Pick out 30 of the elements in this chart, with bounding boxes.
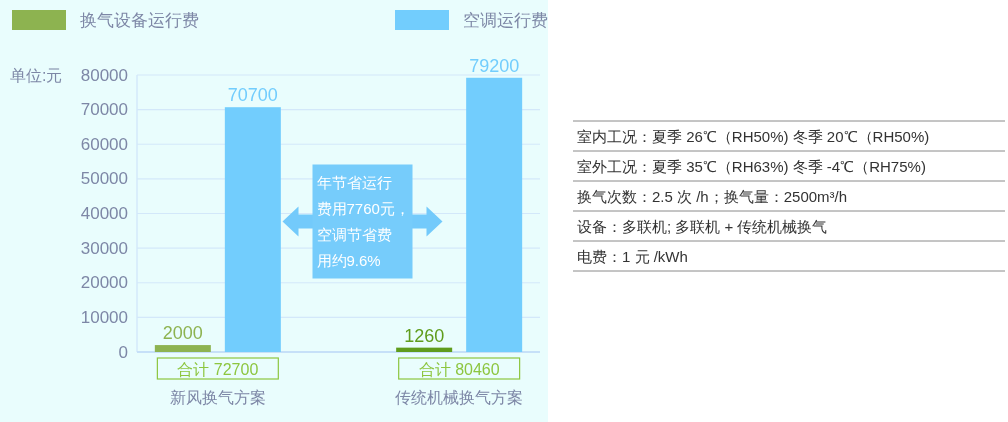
y-tick-label: 60000 xyxy=(80,134,128,154)
bar xyxy=(224,107,281,352)
y-tick-label: 20000 xyxy=(80,273,128,293)
y-tick-label: 80000 xyxy=(80,65,128,85)
data-label: 1260 xyxy=(404,325,445,346)
data-label: 79200 xyxy=(469,55,520,76)
bar xyxy=(466,77,523,352)
y-tick-label: 30000 xyxy=(80,238,128,258)
annotation: 年节省运行费用7760元，空调节省费用约9.6% xyxy=(316,174,410,269)
text: 设备：多联机; 多联机 + 传统机械换气 xyxy=(577,217,828,235)
y-tick-label: 50000 xyxy=(80,169,128,189)
x-tick-label: 新风换气方案 xyxy=(169,388,266,406)
bar xyxy=(396,347,453,352)
y-tick-label: 0 xyxy=(118,342,128,362)
data-label: 70700 xyxy=(227,85,278,106)
y-tick-label: 70000 xyxy=(80,100,128,120)
total-label: 合计 72700 xyxy=(177,360,259,378)
y-tick-label: 10000 xyxy=(80,307,128,327)
text: 室内工况：夏季 26℃（RH50%) 冬季 20℃（RH50%) xyxy=(577,127,930,145)
y-axis-title: 单位:元 xyxy=(10,66,63,84)
text: 电费：1 元 /kWh xyxy=(577,247,688,265)
text: 室外工况：夏季 35℃（RH63%) 冬季 -4℃（RH75%) xyxy=(577,157,926,175)
legend-label: 换气设备运行费 xyxy=(80,10,199,30)
text: 换气次数：2.5 次 /h；换气量：2500m³/h xyxy=(577,187,848,205)
legend-label: 空调运行费 xyxy=(463,10,548,30)
x-tick-label: 传统机械换气方案 xyxy=(395,388,524,406)
data-label: 2000 xyxy=(162,323,203,344)
total-label: 合计 80460 xyxy=(418,360,500,378)
y-tick-label: 40000 xyxy=(80,204,128,223)
bar xyxy=(154,345,211,352)
